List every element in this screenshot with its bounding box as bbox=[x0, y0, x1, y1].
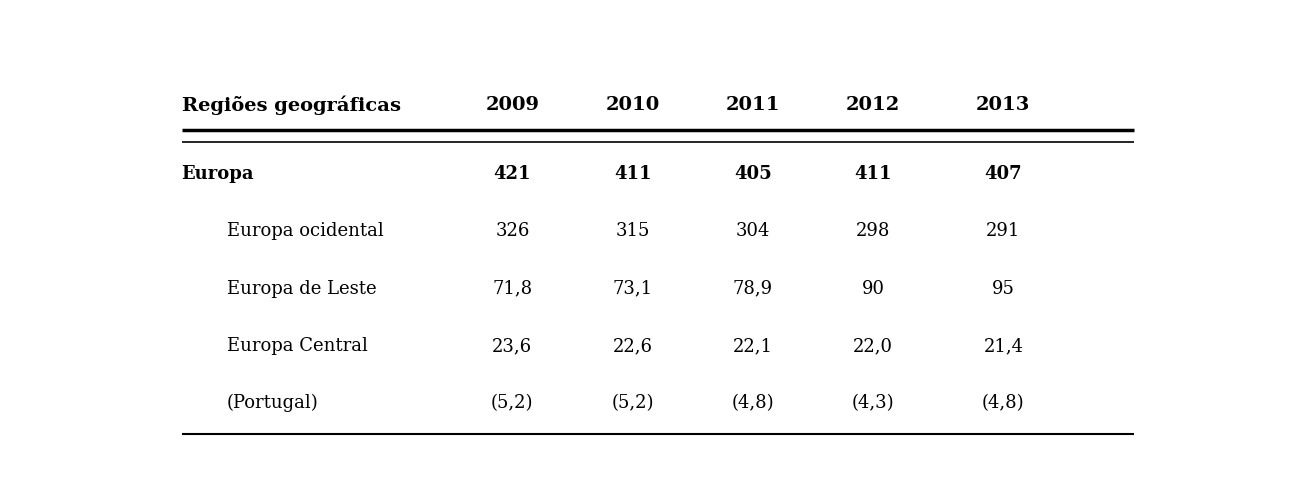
Text: 2009: 2009 bbox=[485, 96, 539, 115]
Text: 326: 326 bbox=[495, 222, 530, 241]
Text: Regiões geográficas: Regiões geográficas bbox=[181, 96, 401, 115]
Text: 78,9: 78,9 bbox=[733, 280, 773, 298]
Text: 315: 315 bbox=[615, 222, 650, 241]
Text: (5,2): (5,2) bbox=[491, 394, 534, 412]
Text: (4,3): (4,3) bbox=[852, 394, 895, 412]
Text: Europa de Leste: Europa de Leste bbox=[226, 280, 376, 298]
Text: Europa: Europa bbox=[181, 165, 255, 183]
Text: 2013: 2013 bbox=[976, 96, 1031, 115]
Text: 2011: 2011 bbox=[725, 96, 780, 115]
Text: 2012: 2012 bbox=[846, 96, 900, 115]
Text: 407: 407 bbox=[984, 165, 1023, 183]
Text: 421: 421 bbox=[494, 165, 531, 183]
Text: 22,6: 22,6 bbox=[613, 337, 653, 355]
Text: 298: 298 bbox=[856, 222, 891, 241]
Text: 2010: 2010 bbox=[605, 96, 659, 115]
Text: 304: 304 bbox=[736, 222, 771, 241]
Text: 21,4: 21,4 bbox=[984, 337, 1023, 355]
Text: 23,6: 23,6 bbox=[493, 337, 533, 355]
Text: 291: 291 bbox=[987, 222, 1020, 241]
Text: 73,1: 73,1 bbox=[613, 280, 653, 298]
Text: (5,2): (5,2) bbox=[612, 394, 654, 412]
Text: 411: 411 bbox=[855, 165, 892, 183]
Text: 405: 405 bbox=[734, 165, 772, 183]
Text: 411: 411 bbox=[614, 165, 652, 183]
Text: 71,8: 71,8 bbox=[493, 280, 533, 298]
Text: 22,0: 22,0 bbox=[853, 337, 893, 355]
Text: 95: 95 bbox=[992, 280, 1015, 298]
Text: Europa Central: Europa Central bbox=[226, 337, 367, 355]
Text: Europa ocidental: Europa ocidental bbox=[226, 222, 384, 241]
Text: 90: 90 bbox=[861, 280, 884, 298]
Text: (Portugal): (Portugal) bbox=[226, 394, 318, 412]
Text: 22,1: 22,1 bbox=[733, 337, 773, 355]
Text: (4,8): (4,8) bbox=[983, 394, 1024, 412]
Text: (4,8): (4,8) bbox=[732, 394, 775, 412]
